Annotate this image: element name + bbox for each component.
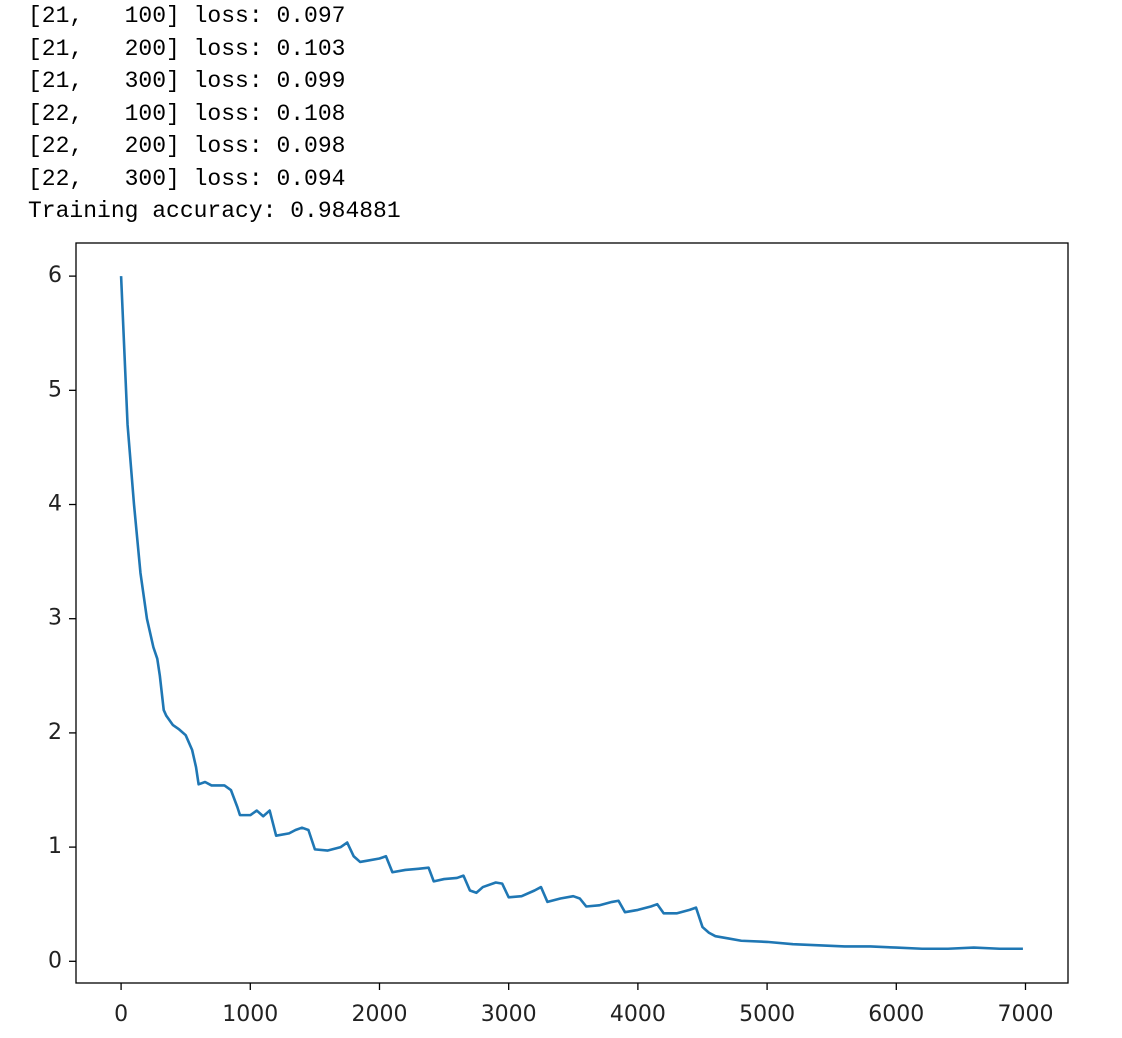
y-tick-label: 1	[48, 834, 62, 859]
log-line: [21, 300] loss: 0.099	[28, 68, 346, 94]
x-tick-label: 5000	[739, 1002, 795, 1027]
x-tick-label: 1000	[222, 1002, 278, 1027]
x-tick-label: 4000	[610, 1002, 666, 1027]
log-line: Training accuracy: 0.984881	[28, 198, 401, 224]
log-line: [21, 200] loss: 0.103	[28, 35, 346, 62]
x-tick-label: 6000	[868, 1002, 924, 1027]
data-line	[119, 276, 1023, 951]
log-line: [22, 100] loss: 0.108	[28, 100, 346, 127]
y-tick-label: 0	[48, 948, 62, 973]
output-log: [21, 100] loss: 0.097 [21, 200] loss: 0.1…	[28, 0, 401, 228]
x-tick-label: 2000	[351, 1002, 407, 1027]
log-line: [21, 100] loss: 0.097	[28, 3, 346, 29]
log-line: [22, 300] loss: 0.094	[28, 165, 346, 192]
y-tick-label: 6	[48, 263, 62, 288]
x-tick-label: 3000	[481, 1002, 537, 1027]
x-tick-label: 0	[114, 1002, 128, 1027]
plot-frame	[75, 242, 1069, 984]
x-tick-label: 7000	[997, 1002, 1053, 1027]
y-tick-label: 4	[48, 492, 62, 517]
y-tick-label: 3	[48, 606, 62, 631]
log-line: [22, 200] loss: 0.098	[28, 133, 346, 159]
y-tick-label: 5	[48, 377, 62, 402]
y-tick-label: 2	[48, 720, 62, 745]
